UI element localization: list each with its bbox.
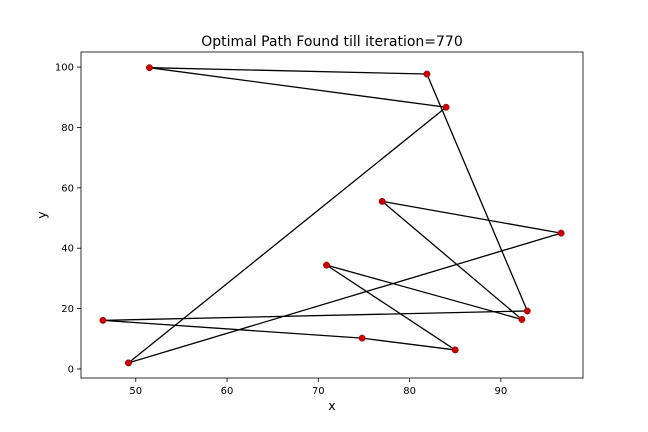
x-tick-label: 90 xyxy=(494,386,507,397)
path-segment xyxy=(102,310,528,321)
x-tick-label: 60 xyxy=(221,386,234,397)
y-axis: 0 20 40 60 80 100 xyxy=(55,63,81,375)
path-segment xyxy=(326,264,523,321)
y-tick-label: 0 xyxy=(68,364,74,375)
city-point xyxy=(523,307,531,315)
chart-title: Optimal Path Found till iteration=770 xyxy=(201,34,462,50)
path-segment xyxy=(381,200,523,320)
x-tick-label: 80 xyxy=(403,386,416,397)
city-point xyxy=(125,359,132,367)
city-point xyxy=(451,346,459,354)
city-point xyxy=(378,197,386,205)
x-axis-label: x xyxy=(328,398,335,413)
city-point xyxy=(323,261,330,269)
plot-area xyxy=(80,51,584,379)
city-point xyxy=(557,229,565,237)
path-segment xyxy=(128,232,562,364)
city-point xyxy=(423,70,431,78)
path-segment xyxy=(362,337,456,351)
y-tick-label: 60 xyxy=(61,183,74,194)
path-segment xyxy=(149,67,447,108)
path-segment xyxy=(102,319,363,339)
y-tick-label: 100 xyxy=(55,63,74,74)
path-segment xyxy=(326,264,456,351)
path-points xyxy=(99,64,565,367)
y-axis-label: y xyxy=(34,211,49,219)
city-point xyxy=(99,316,107,324)
path-lines xyxy=(102,67,562,364)
path-segment xyxy=(149,67,427,75)
city-point xyxy=(146,64,153,72)
y-tick-label: 80 xyxy=(61,123,74,134)
x-axis: 50 60 70 80 90 xyxy=(129,378,507,397)
path-segment xyxy=(128,106,447,364)
path-segment xyxy=(382,200,562,234)
city-point xyxy=(358,334,366,342)
x-tick-label: 50 xyxy=(129,386,142,397)
city-point xyxy=(518,315,526,323)
y-tick-label: 20 xyxy=(61,304,74,315)
city-point xyxy=(442,103,450,111)
y-tick-label: 40 xyxy=(61,244,74,255)
path-segment xyxy=(426,73,528,312)
x-tick-label: 70 xyxy=(312,386,325,397)
